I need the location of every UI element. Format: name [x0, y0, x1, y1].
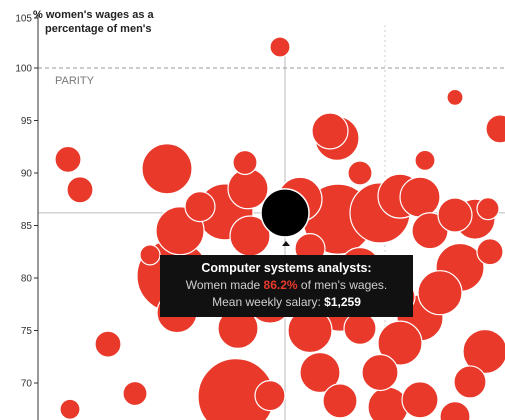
- tooltip-salary-prefix: Mean weekly salary:: [212, 295, 325, 309]
- y-tick-label: 95: [21, 116, 33, 127]
- y-tick-label: 75: [21, 326, 33, 337]
- bubble-point[interactable]: [343, 311, 377, 345]
- tooltip-salary-line: Mean weekly salary: $1,259: [160, 294, 413, 311]
- tooltip: Computer systems analysts: Women made 86…: [160, 255, 413, 317]
- tooltip-wage-line: Women made 86.2% of men's wages.: [160, 277, 413, 294]
- y-tick-label: 70: [21, 379, 33, 390]
- y-axis-label-line1: % women's wages as a: [33, 9, 154, 21]
- y-axis: 105 100 95 90 85 80 75 70: [15, 14, 39, 420]
- y-tick-label: 85: [21, 221, 33, 232]
- bubble-point[interactable]: [462, 328, 505, 375]
- bubble-point[interactable]: [453, 365, 487, 399]
- tooltip-wage-suffix: of men's wages.: [297, 278, 388, 292]
- bubble-point[interactable]: [59, 398, 81, 420]
- tooltip-title: Computer systems analysts:: [201, 261, 372, 275]
- bubble-point[interactable]: [299, 351, 341, 394]
- tooltip-wage-prefix: Women made: [185, 278, 264, 292]
- bubble-point[interactable]: [476, 197, 500, 221]
- bubble-point[interactable]: [322, 383, 358, 419]
- bubble-point[interactable]: [476, 238, 504, 266]
- y-axis-label-line2: percentage of men's: [45, 23, 152, 35]
- bubble-point[interactable]: [361, 353, 399, 392]
- bubble-point[interactable]: [401, 381, 439, 419]
- bubble-point[interactable]: [184, 191, 216, 223]
- highlighted-bubble[interactable]: [260, 188, 310, 238]
- highlight-group: [260, 188, 310, 238]
- bubble-point[interactable]: [347, 160, 373, 186]
- bubble-point[interactable]: [446, 88, 464, 107]
- y-tick-label: 100: [15, 64, 32, 75]
- bubble-point[interactable]: [269, 36, 291, 58]
- bubble-point[interactable]: [399, 176, 441, 218]
- bubble-point[interactable]: [377, 320, 423, 366]
- y-tick-label: 90: [21, 169, 33, 180]
- bubble-point[interactable]: [94, 330, 122, 358]
- bubble-point[interactable]: [232, 149, 258, 176]
- y-tick-label: 105: [15, 14, 32, 25]
- bubble-point[interactable]: [54, 145, 82, 173]
- bubble-point[interactable]: [437, 197, 473, 233]
- tooltip-arrow: [282, 241, 290, 246]
- bubble-point[interactable]: [227, 168, 269, 210]
- y-tick-label: 80: [21, 274, 33, 285]
- tooltip-wage-pct: 86.2%: [263, 278, 298, 292]
- bubble-point[interactable]: [417, 270, 463, 316]
- labels-group: % women's wages as a percentage of men's…: [33, 9, 154, 87]
- bubble-point[interactable]: [141, 143, 193, 195]
- bubble-point[interactable]: [122, 380, 148, 407]
- tooltip-salary-value: $1,259: [324, 295, 361, 309]
- bubble-point[interactable]: [414, 149, 436, 171]
- bubble-point[interactable]: [485, 114, 505, 144]
- bubble-point[interactable]: [439, 401, 471, 420]
- bubble-point[interactable]: [254, 380, 286, 412]
- bubble-point[interactable]: [139, 244, 161, 266]
- parity-label: PARITY: [55, 75, 95, 87]
- bubble-point[interactable]: [66, 176, 94, 204]
- bubble-point[interactable]: [311, 112, 349, 150]
